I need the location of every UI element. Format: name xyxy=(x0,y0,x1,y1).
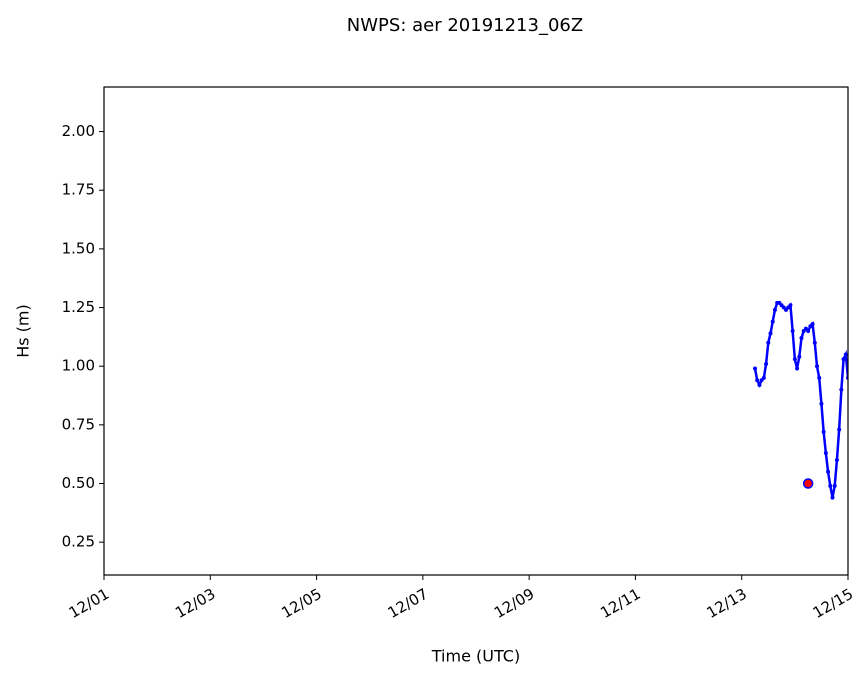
point xyxy=(837,427,842,432)
point xyxy=(761,375,766,380)
point xyxy=(817,375,822,380)
point xyxy=(815,364,819,369)
point xyxy=(841,357,846,362)
y-tick-label: 0.25 xyxy=(62,533,95,551)
y-tick-label: 1.25 xyxy=(62,298,95,316)
y-tick-label: 0.50 xyxy=(62,474,95,492)
point xyxy=(757,382,762,387)
point xyxy=(821,429,826,434)
point xyxy=(830,495,835,500)
x-tick-label: 12/13 xyxy=(704,585,750,622)
x-tick-label: 12/05 xyxy=(278,585,324,622)
point xyxy=(764,361,769,366)
x-tick-label: 12/09 xyxy=(491,585,537,622)
point xyxy=(770,319,775,324)
point xyxy=(753,366,757,371)
point xyxy=(819,401,824,406)
chart-title: NWPS: aer 20191213_06Z xyxy=(347,15,583,36)
y-tick-label: 1.00 xyxy=(62,357,95,375)
obs-point xyxy=(802,478,814,489)
point xyxy=(834,458,839,463)
point xyxy=(839,387,844,392)
x-tick-label: 12/03 xyxy=(172,585,218,622)
x-tick-label: 12/07 xyxy=(385,585,431,622)
point xyxy=(812,340,817,345)
point xyxy=(792,357,797,362)
point xyxy=(806,329,811,333)
point xyxy=(766,340,771,345)
x-axis-label: Time (UTC) xyxy=(431,647,520,666)
point xyxy=(823,451,828,455)
point xyxy=(755,378,760,383)
point xyxy=(810,321,815,326)
x-tick-label: 12/01 xyxy=(66,585,112,622)
y-tick-label: 1.75 xyxy=(62,181,95,199)
point xyxy=(799,336,804,341)
y-tick-label: 2.00 xyxy=(62,122,95,140)
point xyxy=(772,307,777,312)
y-tick-label: 0.75 xyxy=(62,415,95,433)
point xyxy=(790,329,795,333)
point xyxy=(826,469,831,474)
series-line xyxy=(753,301,848,498)
y-axis-label: Hs (m) xyxy=(14,304,33,358)
point xyxy=(832,483,837,488)
point xyxy=(788,303,793,308)
x-tick-label: 12/11 xyxy=(597,585,643,622)
point xyxy=(795,366,800,371)
point xyxy=(828,483,833,488)
y-tick-label: 1.50 xyxy=(62,239,95,257)
point xyxy=(843,352,848,357)
point xyxy=(768,331,773,336)
point xyxy=(797,354,802,359)
plot-frame xyxy=(103,86,849,576)
x-tick-label: 12/15 xyxy=(810,585,856,622)
